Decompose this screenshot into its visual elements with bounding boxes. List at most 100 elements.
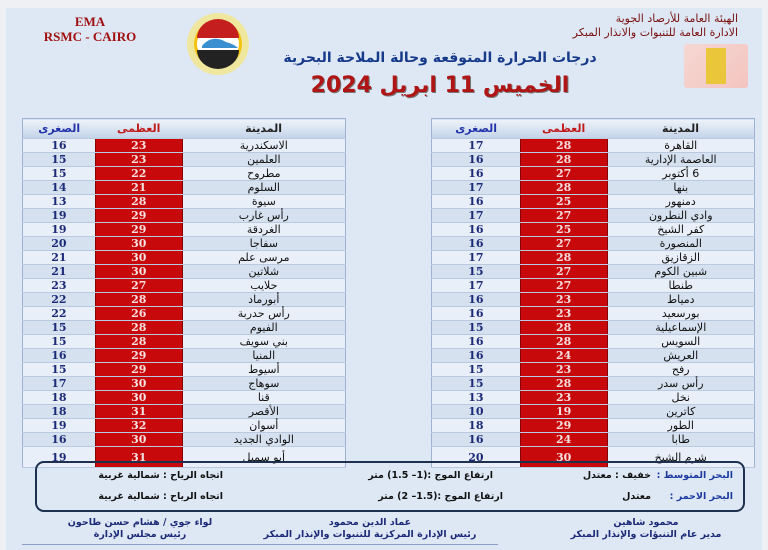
city-cell: رأس حدربة: [182, 306, 346, 321]
max-temp-cell: 29: [519, 418, 608, 433]
min-temp-cell: 17: [431, 138, 521, 153]
min-temp-cell: 15: [22, 334, 96, 349]
city-cell: كاترين: [607, 404, 755, 419]
max-temp-cell: 28: [94, 334, 183, 349]
max-temp-cell: 24: [519, 348, 608, 363]
table-row: الغردقة 29 19: [22, 222, 346, 237]
city-cell: مرسى علم: [182, 250, 346, 265]
table-row: أسوان 32 19: [22, 418, 346, 433]
city-cell: نخل: [607, 390, 755, 405]
city-cell: الأقصر: [182, 404, 346, 419]
table-row: السويس 28 16: [431, 334, 755, 349]
min-temp-cell: 23: [22, 278, 96, 293]
signature-role: رئيس الإدارة المركزية للتنبوات والإنذار …: [263, 529, 477, 540]
city-cell: الاسكندرية: [182, 138, 346, 153]
table-row: بني سويف 28 15: [22, 334, 346, 349]
max-temp-cell: 28: [94, 292, 183, 307]
city-cell: الفيوم: [182, 320, 346, 335]
rsmc-text: RSMC - CAIRO: [43, 29, 137, 44]
red-sea-label: البحر الاحمر :: [669, 491, 733, 502]
city-cell: رأس سدر: [607, 376, 755, 391]
city-cell: 6 أكتوبر: [607, 166, 755, 181]
ema-label: EMA RSMC - CAIRO: [20, 14, 160, 44]
max-temp-cell: 28: [519, 180, 608, 195]
city-cell: الطور: [607, 418, 755, 433]
min-temp-cell: 15: [22, 320, 96, 335]
max-temp-cell: 27: [519, 264, 608, 279]
max-temp-cell: 28: [94, 320, 183, 335]
max-temp-cell: 23: [519, 306, 608, 321]
med-sea-wind: اتجاه الرياح : شمالية غربية: [98, 470, 223, 481]
table-row: العريش 24 16: [431, 348, 755, 363]
max-temp-cell: 27: [519, 278, 608, 293]
min-temp-cell: 22: [22, 292, 96, 307]
min-temp-cell: 10: [431, 404, 521, 419]
min-temp-cell: 15: [431, 376, 521, 391]
min-temp-cell: 16: [431, 432, 521, 447]
min-temp-cell: 18: [22, 404, 96, 419]
city-cell: القاهرة: [607, 138, 755, 153]
red-sea-state: معتدل: [622, 491, 651, 502]
city-cell: أسوان: [182, 418, 346, 433]
min-temp-cell: 13: [22, 194, 96, 209]
table-row: شبين الكوم 27 15: [431, 264, 755, 279]
left-temperature-table: المدينة العظمى الصغرى الاسكندرية 23 16 العلم…: [22, 118, 346, 468]
header-city: المدينة: [182, 118, 346, 139]
header-min: الصغرى: [431, 118, 521, 139]
marine-conditions-box: البحر المتوسط : خفيف : معتدل ارتفاع المو…: [35, 461, 745, 512]
signature-role: مدير عام التنبؤات والإنذار المبكر: [570, 529, 722, 540]
city-cell: بني سويف: [182, 334, 346, 349]
header-city: المدينة: [607, 118, 755, 139]
max-temp-cell: 30: [94, 264, 183, 279]
table-row: كفر الشيخ 25 16: [431, 222, 755, 237]
city-cell: مطروح: [182, 166, 346, 181]
max-temp-cell: 29: [94, 208, 183, 223]
signature-name: عماد الدين محمود: [328, 517, 412, 528]
min-temp-cell: 17: [431, 278, 521, 293]
city-cell: شبين الكوم: [607, 264, 755, 279]
min-temp-cell: 16: [431, 306, 521, 321]
city-cell: أبورماد: [182, 292, 346, 307]
min-temp-cell: 13: [431, 390, 521, 405]
min-temp-cell: 21: [22, 250, 96, 265]
max-temp-cell: 23: [94, 152, 183, 167]
ema-text: EMA: [74, 14, 106, 29]
max-temp-cell: 29: [94, 348, 183, 363]
max-temp-cell: 29: [94, 362, 183, 377]
city-cell: سوهاج: [182, 376, 346, 391]
min-temp-cell: 19: [22, 418, 96, 433]
city-cell: سفاجا: [182, 236, 346, 251]
min-temp-cell: 16: [431, 236, 521, 251]
table-row: سوهاج 30 17: [22, 376, 346, 391]
max-temp-cell: 28: [94, 194, 183, 209]
min-temp-cell: 16: [431, 292, 521, 307]
table-row: 6 أكتوبر 27 16: [431, 166, 755, 181]
min-temp-cell: 18: [431, 418, 521, 433]
organization-name: الهيئة العامة للأرصاد الجوية الادارة العا…: [573, 12, 738, 40]
max-temp-cell: 27: [94, 278, 183, 293]
table-row: سفاجا 30 20: [22, 236, 346, 251]
eid-greeting-image: [684, 44, 748, 88]
min-temp-cell: 17: [431, 180, 521, 195]
min-temp-cell: 15: [22, 362, 96, 377]
max-temp-cell: 24: [519, 432, 608, 447]
right-temperature-table: المدينة العظمى الصغرى القاهرة 28 17 العاصمة …: [431, 118, 755, 468]
table-row: دمياط 23 16: [431, 292, 755, 307]
city-cell: المنصورة: [607, 236, 755, 251]
min-temp-cell: 17: [431, 250, 521, 265]
max-temp-cell: 25: [519, 222, 608, 237]
city-cell: العريش: [607, 348, 755, 363]
min-temp-cell: 16: [431, 222, 521, 237]
max-temp-cell: 28: [519, 138, 608, 153]
city-cell: الزقازيق: [607, 250, 755, 265]
min-temp-cell: 15: [22, 166, 96, 181]
city-cell: رأس غارب: [182, 208, 346, 223]
max-temp-cell: 23: [519, 390, 608, 405]
city-cell: بنها: [607, 180, 755, 195]
table-row: العلمين 23 15: [22, 152, 346, 167]
max-temp-cell: 30: [94, 376, 183, 391]
med-sea-label: البحر المتوسط :: [656, 470, 733, 481]
min-temp-cell: 16: [431, 166, 521, 181]
page-title: درجات الحرارة المتوقعة وحالة الملاحة الب…: [283, 50, 597, 66]
table-row: نخل 23 13: [431, 390, 755, 405]
